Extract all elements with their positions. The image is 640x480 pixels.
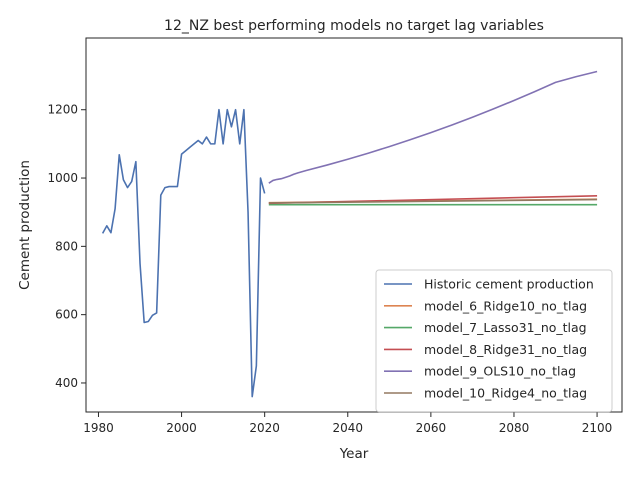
legend-entry-2: model_7_Lasso31_no_tlag [424,320,587,335]
x-tick-label: 2000 [166,421,197,435]
y-tick-label: 400 [55,376,78,390]
legend-entry-0: Historic cement production [424,277,594,292]
x-axis: 1980 2000 2020 2040 2060 2080 2100 [83,412,612,435]
legend-entry-4: model_9_OLS10_no_tlag [424,364,576,379]
legend-entry-5: model_10_Ridge4_no_tlag [424,386,587,401]
x-tick-label: 2100 [582,421,613,435]
y-tick-label: 1200 [47,103,78,117]
legend-entry-3: model_8_Ridge31_no_tlag [424,342,587,357]
series-line-4 [268,70,598,184]
x-tick-label: 2060 [416,421,447,435]
chart-title: 12_NZ best performing models no target l… [164,18,544,34]
series-layer [101,70,598,398]
x-tick-label: 2080 [499,421,530,435]
legend-box [375,269,613,413]
y-tick-label: 800 [55,239,78,253]
x-tick-label: 2020 [249,421,280,435]
y-tick-label: 1000 [47,171,78,185]
legend-entry-1: model_6_Ridge10_no_tlag [424,298,587,313]
y-axis-label: Cement production [17,160,33,290]
y-axis: 400 600 800 1000 1200 [47,103,86,390]
x-tick-label: 2040 [332,421,363,435]
series-line-0 [101,108,266,398]
x-axis-label: Year [339,446,369,462]
series-line-5 [268,198,598,204]
legend: Historic cement production model_6_Ridge1… [375,269,613,413]
y-tick-label: 600 [55,308,78,322]
x-tick-label: 1980 [83,421,114,435]
